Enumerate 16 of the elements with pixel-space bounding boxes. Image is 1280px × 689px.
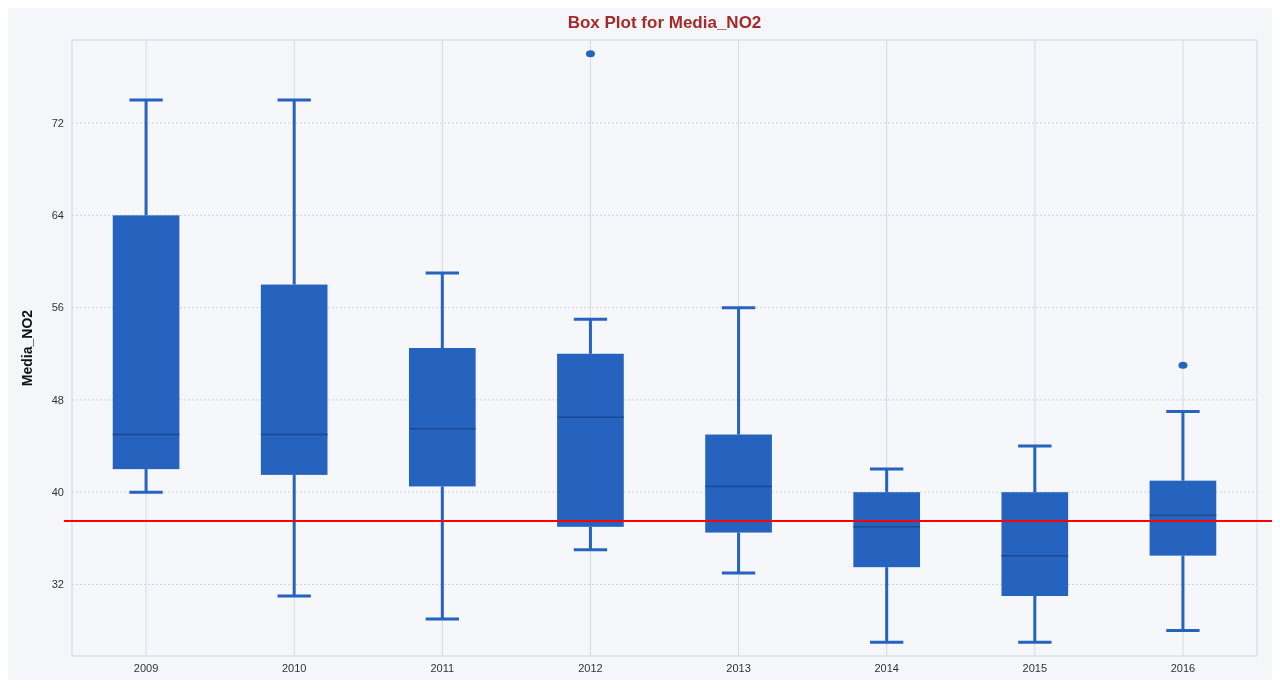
y-tick-label: 64	[51, 209, 64, 222]
x-tick-label: 2012	[578, 662, 603, 674]
x-tick-label: 2010	[281, 662, 307, 674]
x-tick-label: 2011	[430, 662, 455, 674]
y-tick-label: 48	[51, 393, 64, 406]
x-tick-label: 2016	[1170, 662, 1196, 674]
y-axis-title: Media_NO2	[19, 309, 35, 387]
x-tick-label: 2013	[726, 662, 751, 674]
y-tick-label: 40	[51, 486, 64, 499]
y-tick-label: 56	[51, 301, 64, 314]
y-tick-label: 72	[51, 116, 64, 129]
x-tick-label: 2015	[1022, 662, 1048, 674]
x-tick-label: 2009	[133, 662, 159, 674]
y-tick-label: 32	[51, 578, 64, 591]
chart-title: Box Plot for Media_NO2	[567, 13, 762, 32]
x-tick-label: 2014	[874, 662, 899, 674]
